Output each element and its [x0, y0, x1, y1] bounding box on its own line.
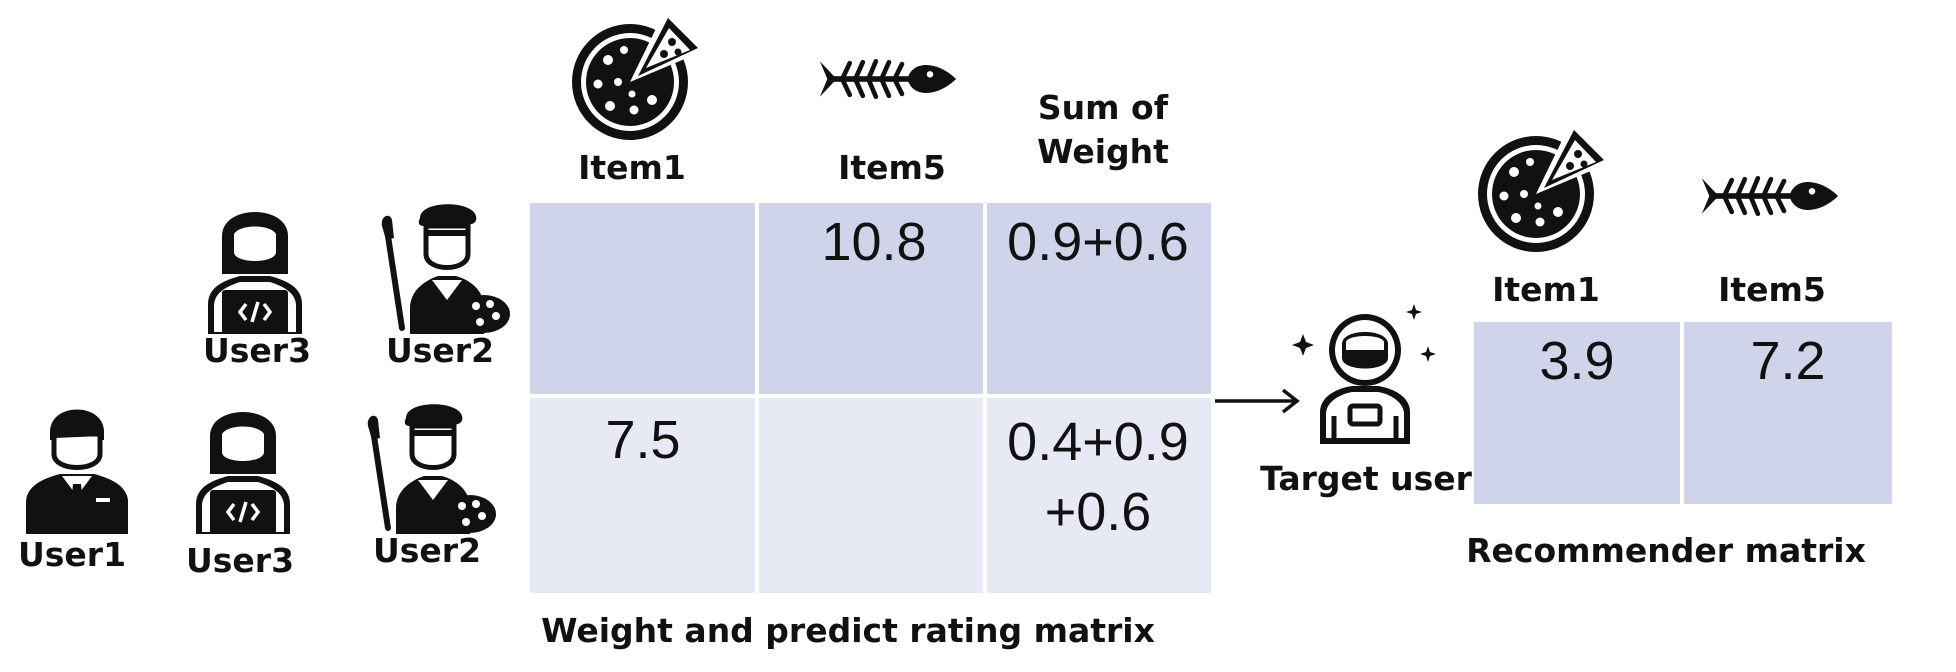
weight-matrix-caption: Weight and predict rating matrix [541, 611, 1155, 650]
arrow-right-icon [1215, 388, 1300, 414]
item1-label: Item1 [578, 148, 686, 187]
matrix-cell [1474, 322, 1680, 504]
matrix-cell [987, 398, 1211, 593]
businessman-icon [22, 396, 132, 536]
matrix-cell [1684, 322, 1892, 504]
recommender-matrix-caption: Recommender matrix [1466, 531, 1866, 570]
recommender-value: 3.9 [1539, 331, 1615, 391]
matrix-value: 0.9+0.6 [1007, 212, 1189, 272]
user3-bottom-label: User3 [185, 541, 295, 580]
astronaut-icon [1290, 298, 1440, 448]
programmer-icon [188, 396, 298, 536]
pizza-icon [568, 10, 708, 150]
matrix-cell [759, 203, 983, 394]
matrix-cell [987, 203, 1211, 394]
artist-icon [380, 196, 510, 336]
recommender-value: 7.2 [1750, 331, 1826, 391]
matrix-cell [759, 398, 983, 593]
target-user-label: Target user [1260, 459, 1472, 498]
pizza-icon [1474, 122, 1614, 262]
recommender-matrix: 3.9 7.2 [1474, 322, 1892, 504]
user2-bottom-label: User2 [372, 531, 482, 570]
item5-label: Item5 [838, 148, 946, 187]
matrix-value: 7.5 [605, 410, 681, 470]
user1-label: User1 [17, 535, 127, 574]
weight-matrix: 10.8 0.9+0.6 7.5 0.4+0.9 +0.6 [530, 203, 1211, 593]
recommender-item5-label: Item5 [1718, 270, 1826, 309]
matrix-cell [530, 398, 755, 593]
artist-icon [366, 396, 496, 536]
fish-bone-icon [818, 55, 958, 103]
user2-top-label: User2 [385, 331, 495, 370]
fish-bone-icon [1700, 172, 1840, 220]
matrix-value: 0.4+0.9 +0.6 [1007, 412, 1189, 543]
programmer-icon [200, 196, 310, 336]
matrix-value: 10.8 [821, 212, 927, 272]
user3-top-label: User3 [202, 331, 312, 370]
sum-of-weight-label: Sum of Weight [1037, 88, 1169, 171]
matrix-cell [530, 203, 755, 394]
recommender-item1-label: Item1 [1492, 270, 1600, 309]
